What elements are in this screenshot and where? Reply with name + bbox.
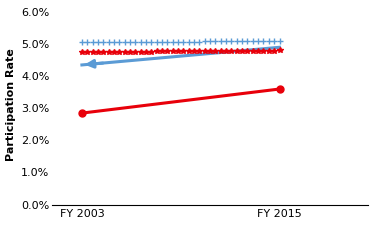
Y-axis label: Participation Rate: Participation Rate [6, 49, 16, 162]
